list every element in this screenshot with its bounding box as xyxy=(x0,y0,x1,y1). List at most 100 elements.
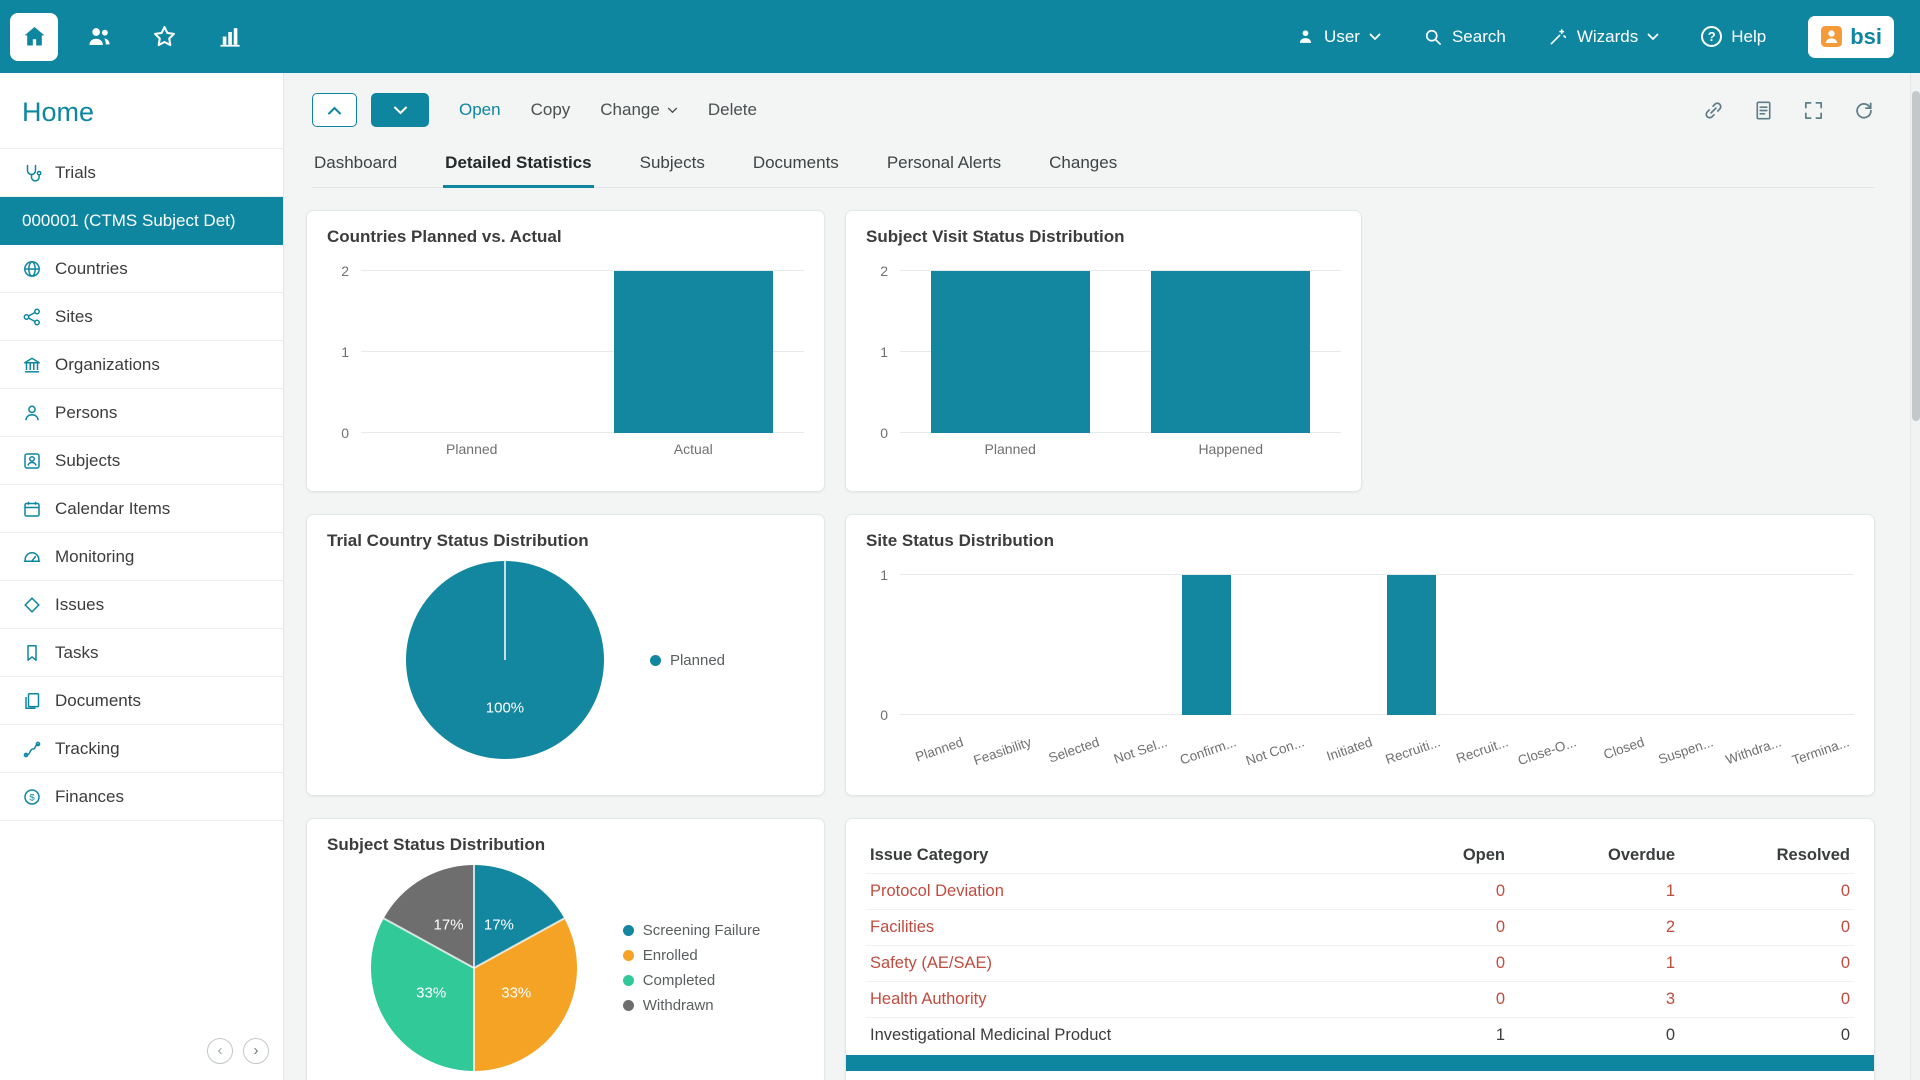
sidebar-item-label: Tasks xyxy=(55,642,99,662)
y-tick-label: 2 xyxy=(341,263,349,279)
expand-sidebar-button[interactable]: › xyxy=(243,1038,269,1064)
stethoscope-icon xyxy=(22,163,42,183)
table-row[interactable]: Investigational Medicinal Product 1 0 0 xyxy=(866,1017,1854,1053)
sidebar-item-sites[interactable]: Sites xyxy=(0,293,283,341)
statistics-nav-button[interactable] xyxy=(205,13,253,61)
issue-category-link[interactable]: Safety (AE/SAE) xyxy=(870,954,992,972)
bar-chart: 0 1 2 Planned Happened xyxy=(866,257,1341,457)
user-menu[interactable]: User xyxy=(1296,27,1381,47)
previous-record-button[interactable] xyxy=(312,93,357,127)
bsi-logo[interactable]: bsi xyxy=(1808,15,1894,58)
chevron-down-icon xyxy=(667,107,678,114)
search-button[interactable]: Search xyxy=(1423,27,1506,47)
table-row[interactable]: Facilities 0 2 0 xyxy=(866,909,1854,945)
countries-chart: 0 1 2 Planned Actual xyxy=(327,257,804,457)
table-row[interactable]: Health Authority 0 3 0 xyxy=(866,981,1854,1017)
countries-planned-actual-card: Countries Planned vs. Actual 0 1 2 Planned A… xyxy=(306,210,825,492)
overdue-count: 2 xyxy=(1665,918,1675,936)
gridline xyxy=(361,432,804,433)
overdue-count: 1 xyxy=(1665,954,1675,972)
issue-category-link[interactable]: Protocol Deviation xyxy=(870,882,1004,900)
report-icon[interactable] xyxy=(1752,99,1775,122)
sidebar-item-label: Persons xyxy=(55,402,118,422)
globe-icon xyxy=(22,259,42,279)
sidebar-item-documents[interactable]: Documents xyxy=(0,677,283,725)
open-count: 0 xyxy=(1495,990,1505,1008)
tab-personal-alerts[interactable]: Personal Alerts xyxy=(886,153,1002,172)
legend: Planned xyxy=(649,652,725,669)
card-title: Subject Status Distribution xyxy=(327,835,546,854)
home-nav-button[interactable] xyxy=(10,12,58,61)
delete-button[interactable]: Delete xyxy=(707,100,757,119)
next-record-button[interactable] xyxy=(371,93,429,127)
sidebar-item-countries[interactable]: Countries xyxy=(0,245,283,293)
sidebar-nav: Trials 000001 (CTMS Subject Det) Countri… xyxy=(0,148,283,821)
change-button[interactable]: Change xyxy=(600,100,678,120)
issue-category-link[interactable]: Health Authority xyxy=(870,990,987,1008)
legend-item: Enrolled xyxy=(622,947,761,964)
wizards-menu[interactable]: Wizards xyxy=(1548,27,1659,47)
star-icon xyxy=(151,23,178,50)
tab-bar: Dashboard Detailed Statistics Subjects D… xyxy=(312,143,1875,188)
favorites-nav-button[interactable] xyxy=(140,13,188,61)
home-icon xyxy=(21,23,48,50)
link-icon[interactable] xyxy=(1702,99,1725,122)
x-tick-label: Planned xyxy=(984,441,1036,457)
refresh-icon[interactable] xyxy=(1852,99,1875,122)
fullscreen-icon[interactable] xyxy=(1802,99,1825,122)
open-count: 0 xyxy=(1495,882,1505,900)
gridline xyxy=(900,574,1854,575)
page-title: Home xyxy=(22,97,95,127)
copy-button[interactable]: Copy xyxy=(530,100,571,119)
sidebar-item-organizations[interactable]: Organizations xyxy=(0,341,283,389)
sidebar-item-trial-000001[interactable]: 000001 (CTMS Subject Det) xyxy=(0,197,283,245)
sidebar-item-monitoring[interactable]: Monitoring xyxy=(0,533,283,581)
pie-percentage-label: 100% xyxy=(485,699,525,717)
y-tick-label: 1 xyxy=(880,344,888,360)
gridline xyxy=(900,270,1341,271)
table-row[interactable]: Safety (AE/SAE) 0 1 0 xyxy=(866,945,1854,981)
sidebar-item-trials[interactable]: Trials xyxy=(0,149,283,197)
table-header-row: Issue Category Open Overdue Resolved xyxy=(866,835,1854,873)
site-status-card: Site Status Distribution 0 1 Planned Feasib… xyxy=(845,514,1875,796)
bar xyxy=(613,271,773,433)
legend-item: Screening Failure xyxy=(622,922,760,939)
sidebar-item-calendar-items[interactable]: Calendar Items xyxy=(0,485,283,533)
persons-nav-button[interactable] xyxy=(75,13,123,61)
bookmark-icon xyxy=(22,643,42,663)
gridline xyxy=(361,351,804,352)
sidebar-item-persons[interactable]: Persons xyxy=(0,389,283,437)
issue-category-link[interactable]: Investigational Medicinal Product xyxy=(870,1026,1112,1044)
sidebar-item-label: Tracking xyxy=(55,738,120,758)
sidebar-item-finances[interactable]: $ Finances xyxy=(0,773,283,821)
x-tick-label: Planned xyxy=(913,734,966,765)
tab-detailed-statistics[interactable]: Detailed Statistics xyxy=(443,143,594,188)
tab-changes[interactable]: Changes xyxy=(1049,153,1118,172)
x-axis: Planned Actual xyxy=(361,441,804,457)
tab-documents[interactable]: Documents xyxy=(752,153,839,172)
network-icon xyxy=(22,307,42,327)
x-tick-label: Recruiti... xyxy=(1383,734,1443,768)
x-tick-label: Suspen... xyxy=(1655,734,1715,768)
overdue-count: 0 xyxy=(1665,1026,1675,1044)
table-row[interactable]: Protocol Deviation 0 1 0 xyxy=(866,873,1854,909)
sidebar-item-issues[interactable]: Issues xyxy=(0,581,283,629)
bsi-logo-text: bsi xyxy=(1850,23,1882,49)
open-button[interactable]: Open xyxy=(459,100,501,119)
x-axis: Planned Feasibility Selected Not Sel... Conf… xyxy=(900,733,1854,781)
tab-subjects[interactable]: Subjects xyxy=(639,153,705,172)
table-header-cell: Overdue xyxy=(1608,845,1675,864)
issue-category-link[interactable]: Facilities xyxy=(870,918,935,936)
sidebar-item-tasks[interactable]: Tasks xyxy=(0,629,283,677)
help-button[interactable]: ? Help xyxy=(1701,26,1766,47)
trial-country-status-card: Trial Country Status Distribution 100% Pl… xyxy=(306,514,825,796)
sidebar-item-tracking[interactable]: Tracking xyxy=(0,725,283,773)
card-title: Site Status Distribution xyxy=(866,531,1054,550)
scrollbar-thumb[interactable] xyxy=(1912,91,1920,421)
x-tick-label: Close-O... xyxy=(1516,734,1579,769)
tab-dashboard[interactable]: Dashboard xyxy=(314,153,398,172)
collapse-sidebar-button[interactable]: ‹ xyxy=(207,1038,233,1064)
slice-divider xyxy=(472,865,475,968)
sidebar-item-subjects[interactable]: Subjects xyxy=(0,437,283,485)
overdue-count: 3 xyxy=(1665,990,1675,1008)
